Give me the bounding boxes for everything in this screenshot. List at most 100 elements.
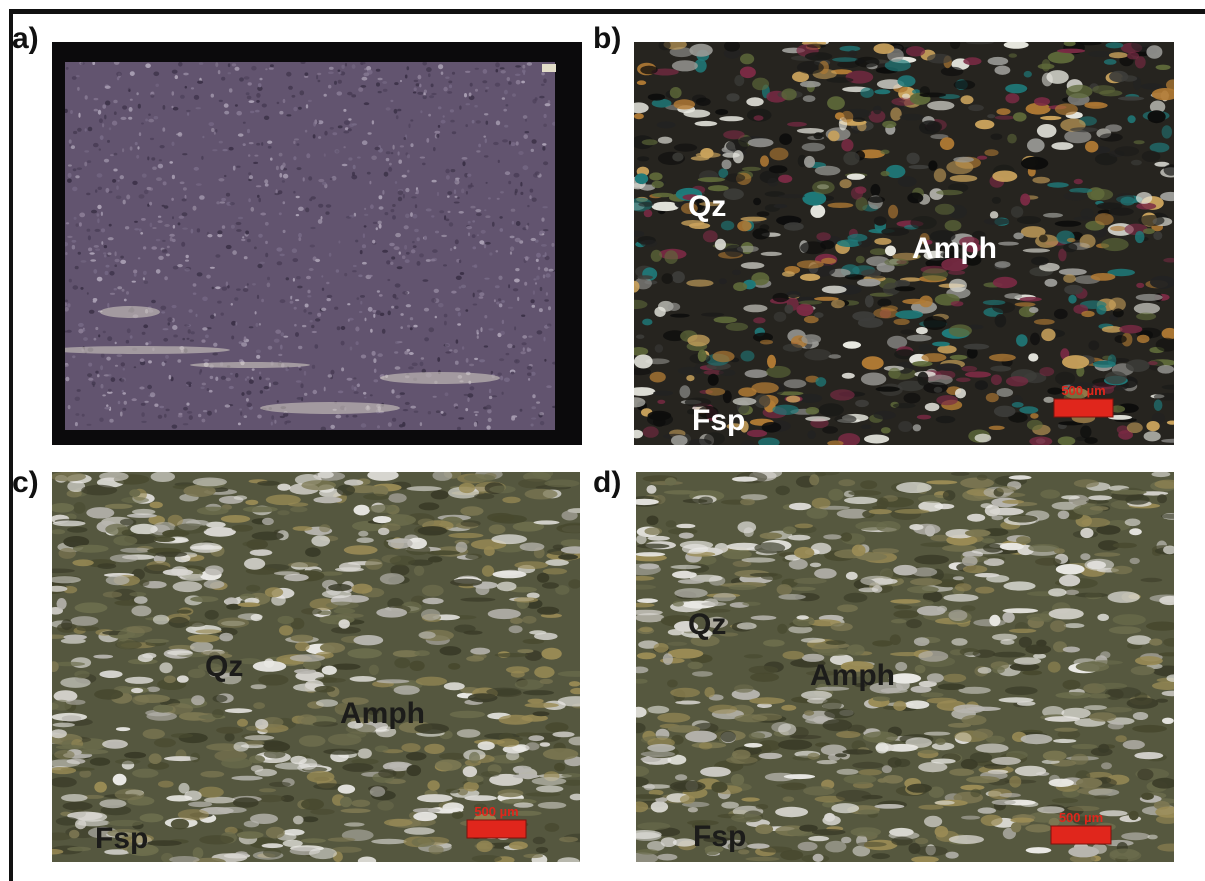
grain <box>238 217 243 219</box>
grain <box>642 319 652 326</box>
grain <box>283 413 288 417</box>
grain <box>446 175 450 180</box>
grain <box>562 511 578 521</box>
grain <box>635 173 648 184</box>
grain <box>237 831 264 839</box>
grain <box>935 826 949 837</box>
grain <box>1085 559 1115 571</box>
grain <box>942 545 977 552</box>
grain <box>1058 511 1070 520</box>
grain <box>197 81 203 84</box>
grain <box>545 823 560 832</box>
grain <box>419 631 436 638</box>
grain <box>984 149 998 156</box>
grain <box>760 340 773 345</box>
grain <box>431 298 436 303</box>
grain <box>466 656 484 662</box>
grain <box>348 157 352 160</box>
grain <box>299 735 326 747</box>
grain <box>781 705 796 711</box>
grain <box>194 95 199 100</box>
grain <box>744 743 762 748</box>
grain <box>742 602 761 606</box>
grain <box>60 677 90 688</box>
grain <box>737 221 751 232</box>
grain <box>243 122 246 124</box>
grain <box>311 535 330 546</box>
grain <box>1113 543 1137 549</box>
grain <box>745 857 779 861</box>
grain <box>465 124 468 127</box>
grain <box>258 234 263 238</box>
grain <box>115 759 140 764</box>
grain <box>525 703 559 708</box>
grain <box>405 75 408 79</box>
grain <box>635 552 666 556</box>
grain <box>163 338 168 342</box>
grain <box>1004 293 1022 299</box>
grain <box>231 225 235 229</box>
grain <box>728 585 757 590</box>
grain <box>216 727 243 734</box>
grain <box>245 500 258 505</box>
grain <box>400 313 403 316</box>
grain <box>221 77 225 81</box>
grain <box>894 319 910 325</box>
grain <box>484 315 487 318</box>
grain <box>216 201 220 204</box>
grain <box>783 526 797 534</box>
grain <box>283 174 288 179</box>
grain <box>545 273 550 277</box>
grain <box>448 533 483 538</box>
grain <box>350 676 377 682</box>
grain <box>629 102 649 113</box>
grain <box>497 739 519 748</box>
grain <box>430 259 436 262</box>
grain <box>1126 359 1150 372</box>
grain <box>742 167 761 171</box>
grain <box>297 397 303 400</box>
grain <box>726 323 748 331</box>
grain <box>351 385 354 390</box>
grain <box>532 777 567 785</box>
grain <box>334 149 339 153</box>
grain <box>950 175 978 182</box>
grain <box>443 115 445 117</box>
grain <box>779 133 792 145</box>
grain <box>1066 85 1093 99</box>
grain <box>372 351 376 356</box>
grain <box>1068 295 1076 304</box>
grain <box>178 222 181 225</box>
grain <box>473 293 475 298</box>
grain <box>403 194 405 199</box>
grain <box>458 312 461 316</box>
grain <box>264 750 286 758</box>
grain <box>67 303 70 307</box>
grain <box>356 341 359 345</box>
grain <box>259 323 261 326</box>
grain <box>67 236 73 238</box>
grain <box>627 585 656 590</box>
grain <box>202 327 207 330</box>
grain <box>810 205 825 218</box>
grain <box>457 427 461 431</box>
grain <box>460 272 464 275</box>
grain <box>509 625 523 633</box>
grain <box>501 70 506 73</box>
grain <box>838 479 855 486</box>
grain <box>410 661 425 671</box>
grain <box>895 310 923 319</box>
grain <box>389 163 392 166</box>
grain <box>484 113 488 115</box>
grain <box>484 345 488 347</box>
grain <box>461 520 481 527</box>
grain <box>936 190 963 195</box>
grain <box>711 782 727 793</box>
grain <box>135 142 138 145</box>
grain <box>1062 355 1089 369</box>
grain <box>543 568 567 574</box>
grain <box>113 169 117 172</box>
grain <box>193 283 197 286</box>
grain <box>234 495 247 500</box>
grain <box>719 116 743 121</box>
